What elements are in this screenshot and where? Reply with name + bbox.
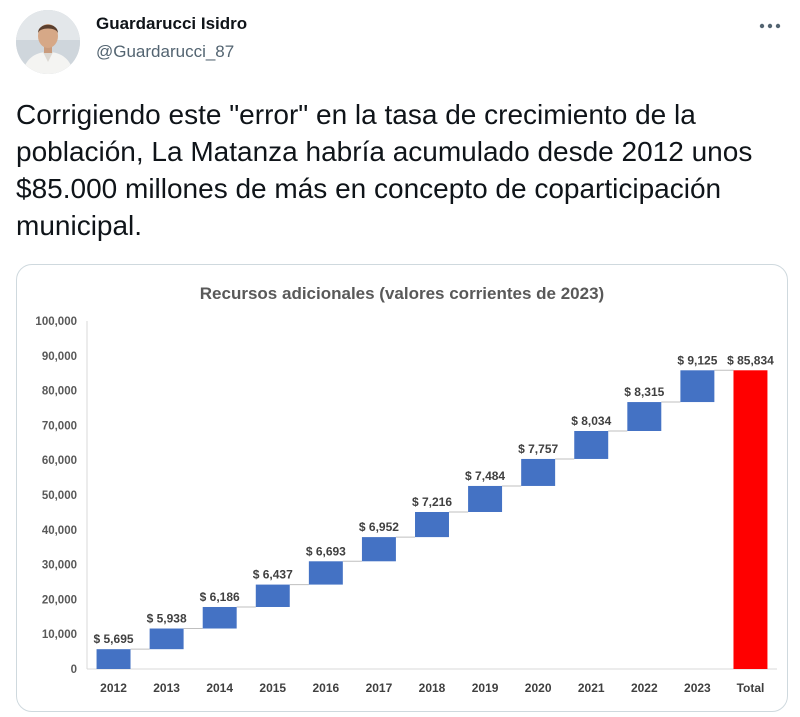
- y-tick-label: 0: [71, 664, 77, 676]
- data-label: $ 8,315: [624, 385, 664, 399]
- data-label: $ 7,216: [412, 495, 452, 509]
- bar-2021: [574, 430, 609, 459]
- connector-lines: [130, 369, 734, 650]
- y-tick-label: 40,000: [42, 525, 77, 537]
- y-tick-label: 10,000: [42, 629, 77, 641]
- more-dots-icon: [759, 23, 781, 29]
- bar-2022: [627, 402, 662, 431]
- x-tick-label: Total: [737, 681, 765, 695]
- y-tick-label: 70,000: [42, 420, 77, 432]
- y-tick-label: 60,000: [42, 455, 77, 467]
- bar-2016: [308, 561, 343, 585]
- data-label: $ 6,186: [200, 590, 240, 604]
- bar-2018: [415, 511, 449, 538]
- y-tick-label: 90,000: [42, 351, 77, 363]
- data-label: $ 85,834: [727, 353, 774, 367]
- data-label: $ 6,952: [359, 520, 399, 534]
- y-tick-label: 80,000: [42, 386, 77, 398]
- bar-2012: [96, 649, 131, 669]
- tweet-text: Corrigiendo este "error" en la tasa de c…: [16, 99, 753, 241]
- x-tick-label: 2015: [259, 681, 286, 695]
- avatar[interactable]: [16, 10, 80, 74]
- data-label: $ 6,437: [253, 568, 293, 582]
- y-tick-label: 50,000: [42, 490, 77, 502]
- y-axis: 0 10,000 20,000 30,000 40,000 50,000 60,000 70,…: [35, 316, 777, 676]
- data-label: $ 7,757: [518, 442, 558, 456]
- x-tick-label: 2021: [578, 681, 605, 695]
- chart-image[interactable]: Recursos adicionales (valores corrientes…: [16, 264, 788, 712]
- data-label: $ 5,938: [147, 612, 187, 626]
- bar-2017: [361, 537, 396, 562]
- author-name[interactable]: Guardarucci Isidro: [96, 14, 248, 33]
- bar-total: [733, 370, 768, 669]
- x-tick-label: 2022: [631, 681, 658, 695]
- x-tick-label: 2013: [153, 681, 180, 695]
- author-handle[interactable]: @Guardarucci_87: [96, 42, 235, 61]
- x-tick-label: 2016: [312, 681, 339, 695]
- x-tick-label: 2012: [100, 681, 127, 695]
- more-options-button[interactable]: [752, 14, 788, 38]
- data-label: $ 9,125: [677, 353, 717, 367]
- y-tick-label: 30,000: [42, 560, 77, 572]
- data-label: $ 8,034: [571, 414, 611, 428]
- bar-2013: [149, 628, 184, 650]
- x-tick-label: 2019: [472, 681, 499, 695]
- bar-2015: [255, 584, 290, 607]
- data-label: $ 6,693: [306, 544, 346, 558]
- waterfall-chart: Recursos adicionales (valores corrientes…: [35, 284, 777, 695]
- bar-2023: [680, 370, 715, 403]
- x-tick-label: 2023: [684, 681, 711, 695]
- x-tick-label: 2018: [419, 681, 446, 695]
- data-label: $ 5,695: [94, 632, 134, 646]
- bar-2020: [521, 458, 556, 486]
- data-label: $ 7,484: [465, 469, 505, 483]
- data-labels: $ 5,695 $ 5,938 $ 6,186 $ 6,437 $ 6,693 $ 6,9…: [94, 353, 775, 646]
- bars: [96, 370, 768, 669]
- x-tick-label: 2014: [206, 681, 233, 695]
- bar-2019: [468, 485, 503, 512]
- avatar-image: [16, 10, 80, 74]
- y-tick-label: 20,000: [42, 594, 77, 606]
- chart-title: Recursos adicionales (valores corrientes…: [200, 284, 604, 303]
- x-axis: 2012 2013 2014 2015 2016 2017 2018 2019 2020 2021…: [100, 681, 764, 695]
- x-tick-label: 2020: [525, 681, 552, 695]
- y-tick-label: 100,000: [35, 316, 77, 328]
- bar-2014: [202, 606, 237, 629]
- x-tick-label: 2017: [366, 681, 393, 695]
